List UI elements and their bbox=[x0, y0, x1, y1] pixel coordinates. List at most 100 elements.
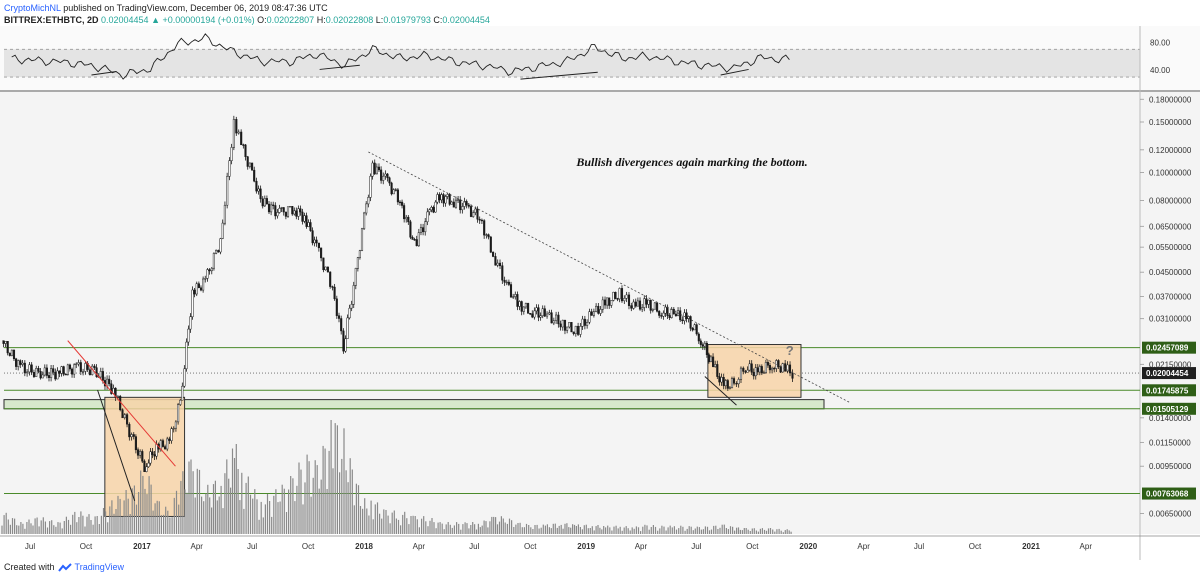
volume-bar bbox=[613, 526, 615, 534]
candle bbox=[15, 358, 18, 367]
candle bbox=[641, 307, 644, 310]
candle bbox=[375, 166, 378, 175]
candle bbox=[579, 326, 582, 335]
candle bbox=[625, 294, 628, 299]
volume-bar bbox=[44, 521, 46, 534]
candle bbox=[75, 363, 78, 365]
volume-bar bbox=[784, 530, 786, 534]
volume-bar bbox=[635, 526, 637, 534]
volume-bar bbox=[154, 503, 156, 534]
volume-bar bbox=[694, 528, 696, 534]
volume-bar bbox=[721, 524, 723, 534]
volume-bar bbox=[493, 516, 495, 534]
volume-bar bbox=[702, 529, 704, 534]
candle bbox=[106, 378, 109, 387]
candle bbox=[39, 371, 42, 379]
candle bbox=[674, 313, 677, 316]
volume-bar bbox=[9, 524, 11, 534]
volume-bar bbox=[156, 500, 158, 534]
volume-bar bbox=[326, 489, 328, 534]
candle bbox=[722, 377, 725, 387]
chart-canvas[interactable]: 80.00 40.00 Bullish divergences again mar… bbox=[0, 26, 1200, 560]
candle bbox=[505, 281, 508, 284]
ohlc-line: BITTREX:ETHBTC, 2D 0.02004454 ▲ +0.00000… bbox=[4, 14, 490, 26]
volume-bar bbox=[397, 519, 400, 534]
price-badge bbox=[1142, 384, 1196, 397]
rsi-band bbox=[4, 49, 1140, 78]
volume-bar bbox=[530, 527, 532, 534]
candle bbox=[756, 367, 759, 373]
candle bbox=[191, 289, 194, 318]
y-tick-label: 0.03100000 bbox=[1149, 315, 1192, 324]
candle bbox=[373, 162, 376, 175]
volume-bar bbox=[22, 523, 24, 534]
candle bbox=[161, 440, 165, 447]
volume-bar bbox=[504, 522, 506, 534]
volume-bar bbox=[302, 504, 304, 534]
candle bbox=[251, 162, 254, 171]
volume-bar bbox=[163, 514, 165, 534]
candle bbox=[444, 196, 447, 204]
volume-bar bbox=[133, 485, 135, 534]
y-tick-label: 0.00950000 bbox=[1149, 462, 1192, 471]
candle bbox=[52, 368, 55, 373]
candle bbox=[166, 438, 169, 450]
volume-bar bbox=[458, 523, 460, 534]
author-link[interactable]: CryptoMichNL bbox=[4, 3, 61, 13]
volume-bar bbox=[245, 482, 247, 534]
volume-bar bbox=[607, 525, 609, 534]
volume-bar bbox=[646, 525, 648, 534]
volume-bar bbox=[138, 492, 140, 534]
candle bbox=[274, 205, 277, 217]
last-price: 0.02004454 bbox=[101, 15, 149, 25]
volume-bar bbox=[241, 472, 243, 534]
volume-bar bbox=[489, 521, 491, 534]
volume-bar bbox=[353, 505, 355, 534]
volume-bar bbox=[708, 530, 711, 534]
candle bbox=[95, 367, 98, 377]
tradingview-brand[interactable]: TradingView bbox=[74, 562, 125, 572]
candle bbox=[618, 288, 621, 300]
volume-bar bbox=[736, 527, 738, 534]
candle bbox=[210, 267, 213, 272]
symbol-label[interactable]: BITTREX:ETHBTC, 2D bbox=[4, 15, 99, 25]
candle bbox=[272, 204, 275, 206]
candle bbox=[744, 371, 747, 373]
candle bbox=[531, 313, 534, 318]
volume-bar bbox=[393, 510, 395, 534]
candle bbox=[4, 341, 7, 344]
candle bbox=[26, 371, 29, 374]
volume-bar bbox=[617, 528, 619, 534]
volume-bar bbox=[451, 527, 453, 534]
candle bbox=[388, 177, 391, 184]
candle bbox=[170, 428, 173, 441]
candle bbox=[543, 308, 546, 317]
volume-bar bbox=[150, 484, 152, 534]
candle bbox=[566, 326, 569, 331]
volume-bar bbox=[254, 489, 256, 534]
close-value: 0.02004454 bbox=[442, 15, 490, 25]
candle bbox=[58, 370, 61, 374]
volume-bar bbox=[525, 523, 528, 534]
candle bbox=[691, 328, 694, 331]
candle bbox=[278, 208, 281, 213]
candle bbox=[535, 307, 538, 312]
volume-bar bbox=[585, 524, 587, 534]
candle bbox=[324, 266, 327, 271]
volume-bar bbox=[26, 522, 28, 534]
volume-bar bbox=[408, 524, 410, 534]
volume-bar bbox=[283, 488, 285, 534]
volume-bar bbox=[14, 518, 16, 534]
volume-bar bbox=[715, 525, 717, 534]
candle bbox=[37, 368, 40, 372]
candle bbox=[371, 162, 374, 177]
candle bbox=[760, 366, 763, 374]
candle bbox=[282, 207, 285, 213]
volume-bar bbox=[743, 528, 745, 534]
volume-bar bbox=[433, 522, 435, 534]
volume-bar bbox=[447, 522, 449, 534]
volume-bar bbox=[487, 527, 489, 534]
rsi-divergence-line-1 bbox=[319, 64, 360, 70]
y-tick-label: 0.02150000 bbox=[1149, 360, 1192, 369]
volume-bar bbox=[387, 515, 389, 534]
